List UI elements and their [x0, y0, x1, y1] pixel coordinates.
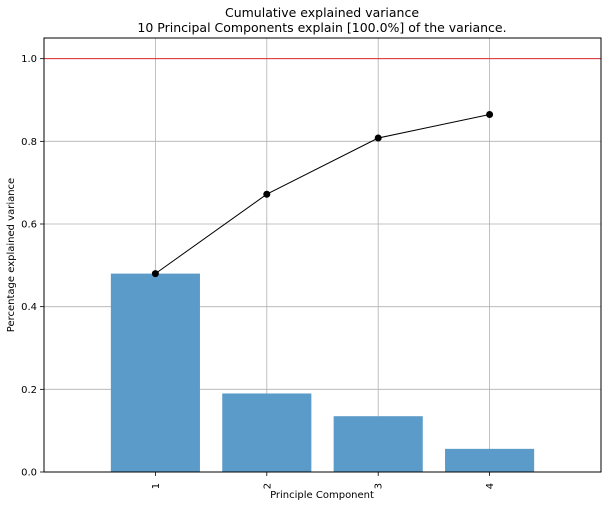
chart-subtitle: 10 Principal Components explain [100.0%]…	[137, 20, 506, 35]
bar	[445, 448, 535, 472]
bar	[110, 273, 200, 472]
x-tick-label: 3	[374, 483, 385, 489]
cumulative-line	[155, 113, 490, 275]
bar	[222, 393, 312, 472]
y-axis-label: Percentage explained variance	[6, 178, 17, 332]
y-tick-label: 0.8	[21, 137, 37, 148]
x-tick-label: 1	[151, 483, 162, 489]
y-tick-label: 0.0	[21, 468, 37, 479]
y-tick-label: 0.4	[21, 302, 37, 313]
y-tick-label: 1.0	[21, 54, 37, 65]
cumulative-point	[263, 190, 271, 198]
bar	[333, 416, 423, 472]
x-tick-label: 4	[485, 483, 496, 489]
plot-frame	[43, 37, 602, 473]
x-axis: 1 2 3 4	[151, 472, 496, 489]
cumulative-point	[374, 134, 382, 142]
x-axis-label: Principle Component	[270, 490, 374, 501]
y-tick-label: 0.6	[21, 220, 37, 231]
cumulative-point	[486, 110, 494, 118]
x-tick-label: 2	[262, 483, 273, 489]
y-tick-label: 0.2	[21, 385, 37, 396]
chart-title: Cumulative explained variance	[225, 5, 419, 20]
cumulative-line-group	[151, 110, 494, 278]
bars	[110, 273, 535, 472]
y-axis: 0.0 0.2 0.4 0.6 0.8 1.0	[21, 54, 44, 479]
cumulative-point	[151, 270, 159, 278]
